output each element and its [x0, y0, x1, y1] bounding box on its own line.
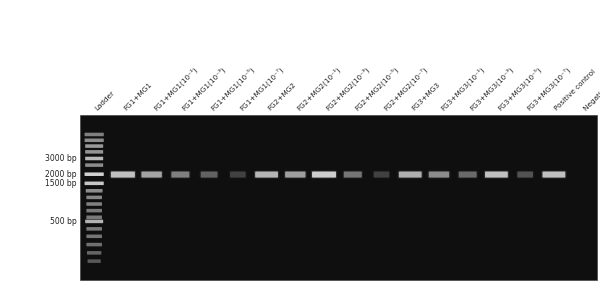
Text: 3000 bp: 3000 bp: [45, 154, 77, 163]
FancyBboxPatch shape: [516, 171, 534, 179]
Text: FG2+MG2(10⁻¹): FG2+MG2(10⁻¹): [295, 65, 342, 112]
FancyBboxPatch shape: [344, 171, 362, 178]
FancyBboxPatch shape: [429, 171, 449, 178]
FancyBboxPatch shape: [399, 171, 422, 178]
Bar: [80, 115, 597, 280]
FancyBboxPatch shape: [398, 171, 423, 179]
FancyBboxPatch shape: [541, 171, 566, 179]
FancyBboxPatch shape: [86, 235, 102, 238]
Text: FG3+MG3(10⁻⁵): FG3+MG3(10⁻⁵): [496, 65, 543, 112]
FancyBboxPatch shape: [484, 171, 509, 179]
Text: FG3+MG3(10⁻⁷): FG3+MG3(10⁻⁷): [525, 65, 572, 112]
FancyBboxPatch shape: [140, 171, 163, 179]
FancyBboxPatch shape: [85, 150, 103, 154]
FancyBboxPatch shape: [458, 171, 478, 179]
FancyBboxPatch shape: [284, 171, 307, 179]
Text: FG2+MG2(10⁻⁷): FG2+MG2(10⁻⁷): [382, 65, 428, 112]
Text: 2000 bp: 2000 bp: [46, 170, 77, 179]
FancyBboxPatch shape: [428, 171, 451, 179]
Text: FG2+MG2(10⁻⁵): FG2+MG2(10⁻⁵): [353, 65, 400, 112]
Text: Positive control: Positive control: [554, 68, 597, 112]
Text: FG2+MG2: FG2+MG2: [266, 82, 297, 112]
FancyBboxPatch shape: [517, 171, 533, 178]
FancyBboxPatch shape: [85, 133, 104, 136]
FancyBboxPatch shape: [86, 227, 102, 231]
FancyBboxPatch shape: [170, 171, 191, 179]
FancyBboxPatch shape: [86, 243, 102, 246]
FancyBboxPatch shape: [230, 171, 245, 178]
Text: FG1+MG1(10⁻⁵): FG1+MG1(10⁻⁵): [209, 65, 256, 112]
Text: 1500 bp: 1500 bp: [46, 179, 77, 188]
Text: Negative control: Negative control: [583, 65, 600, 112]
FancyBboxPatch shape: [142, 171, 162, 178]
FancyBboxPatch shape: [229, 171, 247, 179]
FancyBboxPatch shape: [85, 220, 103, 223]
FancyBboxPatch shape: [312, 171, 336, 178]
FancyBboxPatch shape: [285, 171, 305, 178]
FancyBboxPatch shape: [373, 171, 391, 179]
FancyBboxPatch shape: [542, 171, 565, 178]
FancyBboxPatch shape: [311, 171, 337, 179]
Text: Ladder: Ladder: [94, 90, 116, 112]
FancyBboxPatch shape: [85, 182, 104, 185]
FancyBboxPatch shape: [85, 163, 103, 167]
Text: FG1+MG1: FG1+MG1: [123, 82, 154, 112]
FancyBboxPatch shape: [85, 172, 104, 176]
FancyBboxPatch shape: [86, 189, 103, 192]
FancyBboxPatch shape: [172, 171, 190, 178]
FancyBboxPatch shape: [343, 171, 363, 179]
FancyBboxPatch shape: [254, 171, 279, 179]
FancyBboxPatch shape: [86, 202, 102, 206]
Text: FG3+MG3: FG3+MG3: [410, 82, 440, 112]
FancyBboxPatch shape: [85, 144, 103, 148]
FancyBboxPatch shape: [85, 157, 103, 160]
Text: FG3+MG3(10⁻³): FG3+MG3(10⁻³): [468, 65, 514, 112]
FancyBboxPatch shape: [110, 171, 136, 179]
FancyBboxPatch shape: [199, 171, 219, 179]
FancyBboxPatch shape: [485, 171, 508, 178]
FancyBboxPatch shape: [111, 171, 135, 178]
FancyBboxPatch shape: [87, 251, 101, 255]
Text: FG1+MG1(10⁻⁷): FG1+MG1(10⁻⁷): [238, 65, 284, 112]
FancyBboxPatch shape: [86, 196, 102, 199]
FancyBboxPatch shape: [255, 171, 278, 178]
FancyBboxPatch shape: [201, 171, 218, 178]
Text: FG3+MG3(10⁻¹): FG3+MG3(10⁻¹): [439, 65, 486, 112]
FancyBboxPatch shape: [459, 171, 477, 178]
FancyBboxPatch shape: [86, 215, 102, 219]
Text: FG2+MG2(10⁻³): FG2+MG2(10⁻³): [324, 65, 371, 112]
FancyBboxPatch shape: [85, 138, 104, 142]
FancyBboxPatch shape: [86, 209, 102, 213]
FancyBboxPatch shape: [88, 259, 101, 263]
Text: FG1+MG1(10⁻³): FG1+MG1(10⁻³): [181, 65, 227, 112]
Text: 500 bp: 500 bp: [50, 217, 77, 226]
Text: FG1+MG1(10⁻¹): FG1+MG1(10⁻¹): [152, 65, 199, 112]
FancyBboxPatch shape: [374, 171, 389, 178]
